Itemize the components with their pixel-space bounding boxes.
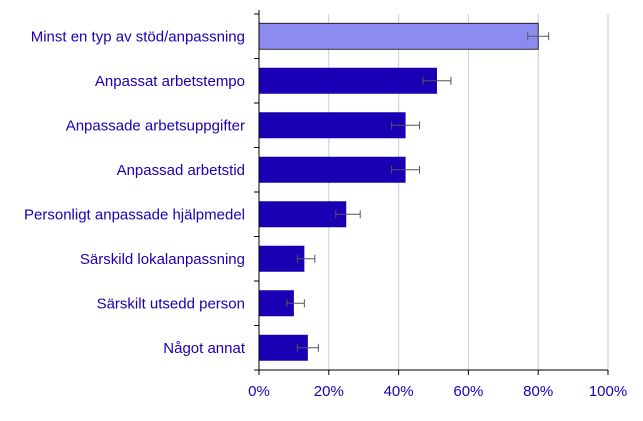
bar xyxy=(259,156,406,183)
error-bar xyxy=(391,121,421,130)
gridlines xyxy=(328,14,609,370)
category-label: Anpassad arbetstid xyxy=(117,162,245,179)
bar xyxy=(259,201,347,228)
bar xyxy=(258,22,539,50)
category-label: Något annat xyxy=(163,340,246,357)
x-tick-label: 60% xyxy=(453,383,483,400)
category-label: Särskilt utsedd person xyxy=(97,295,245,312)
bar xyxy=(259,67,437,94)
x-tick-label: 100% xyxy=(589,383,627,400)
category-label: Anpassade arbetsuppgifter xyxy=(66,117,245,134)
bars xyxy=(258,22,539,361)
error-bar xyxy=(335,210,361,219)
x-tick-label: 20% xyxy=(314,383,344,400)
category-labels: Minst en typ av stöd/anpassning Anpassat … xyxy=(24,28,246,357)
error-bar xyxy=(286,299,305,308)
category-label: Personligt anpassade hjälpmedel xyxy=(24,206,245,223)
error-bar xyxy=(422,76,452,85)
category-label: Anpassat arbetstempo xyxy=(95,73,245,90)
x-tick-label: 0% xyxy=(248,383,270,400)
category-label: Minst en typ av stöd/anpassning xyxy=(31,28,245,45)
error-bar xyxy=(296,254,316,263)
bar xyxy=(259,112,406,139)
x-tick-label: 80% xyxy=(523,383,553,400)
error-bars xyxy=(286,32,550,352)
category-label: Särskild lokalanpassning xyxy=(80,251,245,268)
bar xyxy=(259,245,305,272)
error-bar xyxy=(527,32,550,41)
x-tick-labels: 0% 20% 40% 60% 80% 100% xyxy=(248,383,627,400)
error-bar xyxy=(296,343,319,352)
axes xyxy=(254,10,609,375)
x-tick-label: 40% xyxy=(384,383,414,400)
error-bar xyxy=(391,165,421,174)
